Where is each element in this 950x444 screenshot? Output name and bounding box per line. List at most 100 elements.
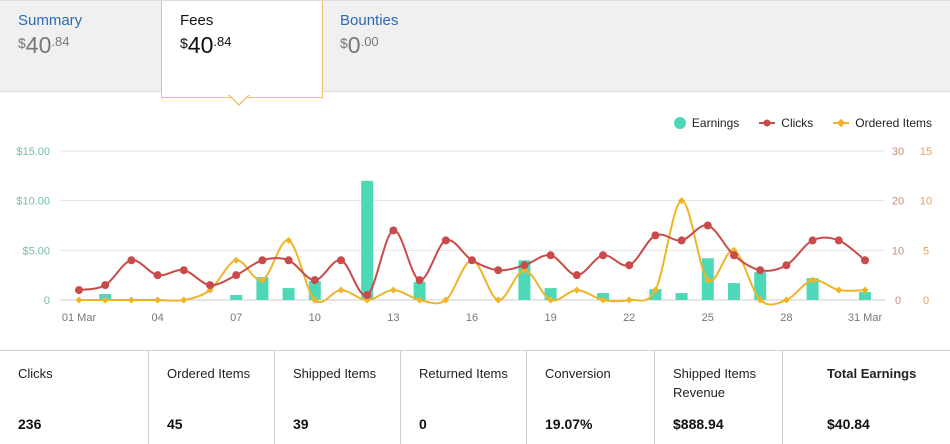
earnings-bar (649, 289, 662, 300)
ordered-items-point (809, 276, 817, 284)
x-axis-tick-label: 28 (780, 312, 792, 324)
x-axis-tick-label: 13 (387, 312, 399, 324)
ordered-items-point (442, 296, 450, 304)
x-axis-tick-label: 16 (466, 312, 478, 324)
earnings-bar (413, 282, 426, 300)
stat-value: 19.07% (545, 416, 593, 432)
ordered-axis-tick-label: 15 (920, 146, 932, 158)
earnings-bar (675, 293, 688, 300)
x-axis-tick-label: 25 (702, 312, 714, 324)
stat-label: Ordered Items (167, 366, 251, 381)
stat-label: Returned Items (419, 366, 508, 381)
clicks-point (546, 251, 555, 260)
amount-whole: 0 (347, 32, 361, 58)
clicks-point (415, 276, 424, 285)
stat-label: Total Earnings (827, 366, 917, 381)
ordered-items-point (704, 276, 712, 284)
ordered-items-point (75, 296, 83, 304)
ordered-items-point (101, 296, 109, 304)
amount-whole: 40 (187, 32, 214, 58)
active-tab-pointer-fill (229, 94, 249, 104)
earnings-bar (859, 292, 871, 300)
clicks-axis-tick-label: 10 (892, 245, 904, 257)
stat-conversion: Conversion 19.07% (527, 351, 655, 444)
clicks-point (494, 266, 503, 275)
tab-fees[interactable]: Fees $40.84 (161, 1, 323, 98)
earnings-bar (256, 277, 269, 300)
clicks-point (153, 271, 162, 280)
ordered-items-point (861, 286, 869, 294)
clicks-point (730, 251, 738, 260)
clicks-point (625, 261, 634, 270)
stat-total-earnings: Total Earnings $40.84 (783, 351, 950, 444)
clicks-axis-tick-label: 20 (892, 196, 904, 208)
clicks-point (284, 256, 293, 265)
tab-summary-amount: $40.84 (18, 34, 162, 57)
ordered-items-point (232, 256, 240, 264)
ordered-items-point (285, 236, 293, 244)
earnings-bar (230, 295, 243, 300)
left-axis-tick-label: $15.00 (16, 146, 50, 158)
clicks-point (468, 256, 476, 265)
stats-bar: Clicks 236 Ordered Items 45 Shipped Item… (0, 350, 950, 444)
ordered-items-point (258, 276, 266, 284)
ordered-items-point (154, 296, 162, 304)
earnings-bar (544, 288, 557, 300)
clicks-point (179, 266, 188, 275)
left-axis-tick-label: $10.00 (16, 196, 50, 208)
earnings-bar (728, 283, 740, 300)
stat-value: $888.94 (673, 416, 724, 432)
ordered-items-point (599, 296, 607, 304)
clicks-point (441, 236, 450, 245)
tab-summary[interactable]: Summary $40.84 (0, 1, 162, 93)
legend-clicks-label: Clicks (781, 116, 814, 130)
ordered-items-point (416, 296, 424, 304)
ordered-axis-tick-label: 10 (920, 196, 932, 208)
tab-fees-amount: $40.84 (180, 34, 322, 57)
amount-cents: .84 (213, 34, 232, 49)
ordered-items-point (835, 286, 843, 294)
tab-bounties[interactable]: Bounties $0.00 (322, 1, 484, 93)
x-axis-tick-label: 01 Mar (62, 312, 97, 324)
tab-bar: Summary $40.84 Fees $40.84 Bounties $0.0… (0, 0, 950, 98)
ordered-items-point (678, 197, 686, 205)
amount-cents: .84 (51, 34, 70, 49)
clicks-axis-tick-label: 0 (895, 295, 901, 307)
ordered-items-point (337, 286, 345, 294)
clicks-point (756, 266, 765, 275)
x-axis-tick-label: 31 Mar (848, 312, 883, 324)
x-axis-tick-label: 04 (151, 312, 163, 324)
ordered-items-point (389, 286, 397, 294)
ordered-items-line (78, 199, 866, 306)
clicks-point (101, 281, 110, 290)
legend-earnings-label: Earnings (691, 116, 740, 130)
legend-earnings[interactable]: Earnings (673, 116, 740, 130)
ordered-items-point (756, 296, 764, 304)
ordered-items-point (573, 286, 581, 294)
amount-whole: 40 (25, 32, 52, 58)
ordered-items-point (127, 296, 135, 304)
ordered-items-point (547, 296, 555, 304)
legend-ordered-label: Ordered Items (855, 116, 932, 130)
clicks-point (834, 236, 843, 245)
stat-shipped-items-revenue: Shipped Items Revenue $888.94 (655, 351, 783, 444)
legend-clicks[interactable]: Clicks (759, 116, 813, 130)
clicks-point (258, 256, 267, 265)
amount-cents: .00 (360, 34, 379, 49)
stat-ordered-items: Ordered Items 45 (149, 351, 275, 444)
clicks-point (572, 271, 581, 280)
chart-legend: Earnings Clicks Ordered Items (673, 116, 932, 130)
clicks-point (520, 261, 529, 270)
earnings-chart: $15.00 $10.00 $5.00 0 30 20 10 0 15 10 5 0 01 Mar 04 0… (16, 146, 932, 324)
stat-label: Shipped Items (293, 366, 377, 381)
clicks-point (782, 261, 791, 270)
earnings-bar (361, 180, 374, 300)
x-axis-tick-label: 10 (309, 312, 321, 324)
legend-ordered-items[interactable]: Ordered Items (833, 116, 932, 130)
clicks-point (599, 251, 607, 260)
clicks-point (310, 276, 319, 285)
earnings-bar (754, 272, 767, 300)
left-axis-tick-label: 0 (44, 295, 50, 307)
clicks-point (651, 231, 660, 240)
clicks-point (703, 221, 712, 230)
